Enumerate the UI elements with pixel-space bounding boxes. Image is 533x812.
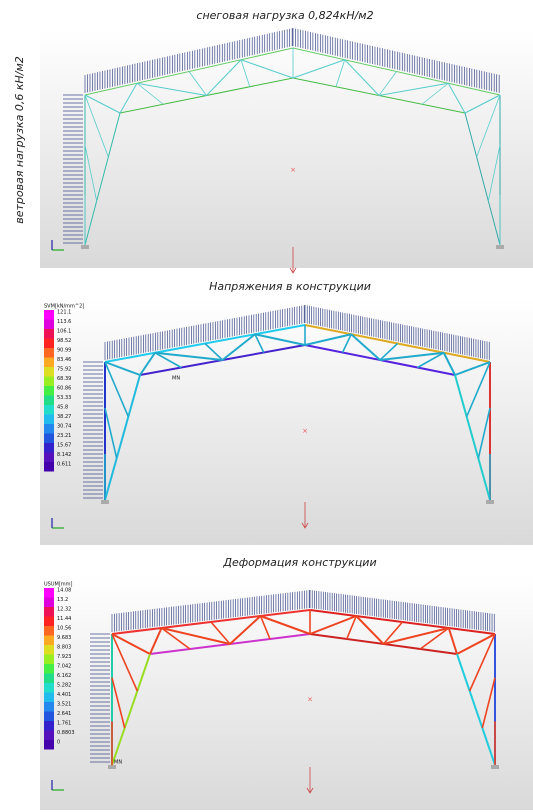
legend-swatch [44, 377, 54, 387]
legend-label: 8.142 [57, 452, 71, 458]
legend-swatch [44, 358, 54, 368]
legend-label: 90.99 [57, 348, 71, 354]
legend-label: 0.611 [57, 462, 71, 468]
legend-label: 106.1 [57, 329, 71, 335]
legend-label: 0 [57, 740, 60, 746]
legend-swatch [44, 424, 54, 434]
support [496, 245, 504, 249]
support [101, 500, 109, 504]
legend-label: 6.162 [57, 673, 71, 679]
legend-label: 5.282 [57, 683, 71, 689]
panel-title: снеговая нагрузка 0,824кН/м2 [196, 9, 373, 22]
legend-swatch [44, 415, 54, 425]
diagram: снеговая нагрузка 0,824кН/м2 ветровая на… [0, 0, 533, 812]
legend-swatch [44, 636, 54, 646]
legend-label: 10.56 [57, 626, 71, 632]
legend-swatch [44, 310, 54, 320]
legend-swatch [44, 320, 54, 330]
legend-label: 113.6 [57, 319, 71, 325]
legend-label: 98.52 [57, 338, 71, 344]
legend-swatch [44, 740, 54, 750]
legend-swatch [44, 712, 54, 722]
legend-label: 15.67 [57, 443, 71, 449]
legend-label: 4.401 [57, 692, 71, 698]
side-label: ветровая нагрузка 0,6 кН/м2 [13, 56, 26, 224]
page: {"panels": [ {"title": "снеговая нагрузк… [0, 0, 533, 812]
legend-label: 1.761 [57, 721, 71, 727]
center-mark: × [307, 696, 313, 704]
legend-swatch [44, 386, 54, 396]
support [486, 500, 494, 504]
legend-label: 0.8803 [57, 730, 75, 736]
viewport-1 [40, 30, 533, 268]
legend-label: 3.521 [57, 702, 71, 708]
legend-label: 23.21 [57, 433, 71, 439]
legend-label: 14.08 [57, 588, 71, 594]
legend-swatch [44, 626, 54, 636]
legend-swatch [44, 607, 54, 617]
legend-swatch [44, 683, 54, 693]
legend-label: 8.803 [57, 645, 71, 651]
support [81, 245, 89, 249]
legend-swatch [44, 664, 54, 674]
legend-label: 7.042 [57, 664, 71, 670]
legend-swatch [44, 655, 54, 665]
legend-swatch [44, 693, 54, 703]
legend-label: 53.33 [57, 395, 71, 401]
legend-swatch [44, 702, 54, 712]
panel-title: Напряжения в конструкции [209, 280, 371, 293]
legend-label: 60.86 [57, 386, 71, 392]
legend-swatch [44, 674, 54, 684]
legend-label: 68.39 [57, 376, 71, 382]
legend-label: 83.46 [57, 357, 71, 363]
legend-swatch [44, 453, 54, 463]
legend-label: 75.92 [57, 367, 71, 373]
support [491, 765, 499, 769]
legend-label: 121.1 [57, 310, 71, 316]
legend-swatch [44, 617, 54, 627]
marker-label: MN [172, 376, 180, 382]
marker-label: MN [114, 760, 122, 766]
legend-label: 30.74 [57, 424, 71, 430]
legend-label: 45.8 [57, 405, 68, 411]
legend-swatch [44, 721, 54, 731]
legend-label: 13.2 [57, 597, 68, 603]
panel-title: Деформация конструкции [222, 556, 376, 569]
legend-swatch [44, 396, 54, 406]
legend-swatch [44, 434, 54, 444]
legend-swatch [44, 348, 54, 358]
legend-label: 38.27 [57, 414, 71, 420]
support [108, 765, 116, 769]
legend-swatch [44, 645, 54, 655]
legend-label: 11.44 [57, 616, 71, 622]
legend-swatch [44, 339, 54, 349]
legend-swatch [44, 598, 54, 608]
legend-label: 2.641 [57, 711, 71, 717]
center-mark: × [290, 166, 296, 174]
legend-label: 12.32 [57, 607, 71, 613]
legend-swatch [44, 588, 54, 598]
legend-swatch [44, 329, 54, 339]
legend-swatch [44, 462, 54, 472]
legend-label: 9.683 [57, 635, 71, 641]
legend-swatch [44, 405, 54, 415]
legend-swatch [44, 367, 54, 377]
legend-swatch [44, 731, 54, 741]
viewport-2 [40, 298, 533, 545]
legend-label: 7.923 [57, 654, 71, 660]
legend-swatch [44, 443, 54, 453]
center-mark: × [302, 427, 308, 435]
